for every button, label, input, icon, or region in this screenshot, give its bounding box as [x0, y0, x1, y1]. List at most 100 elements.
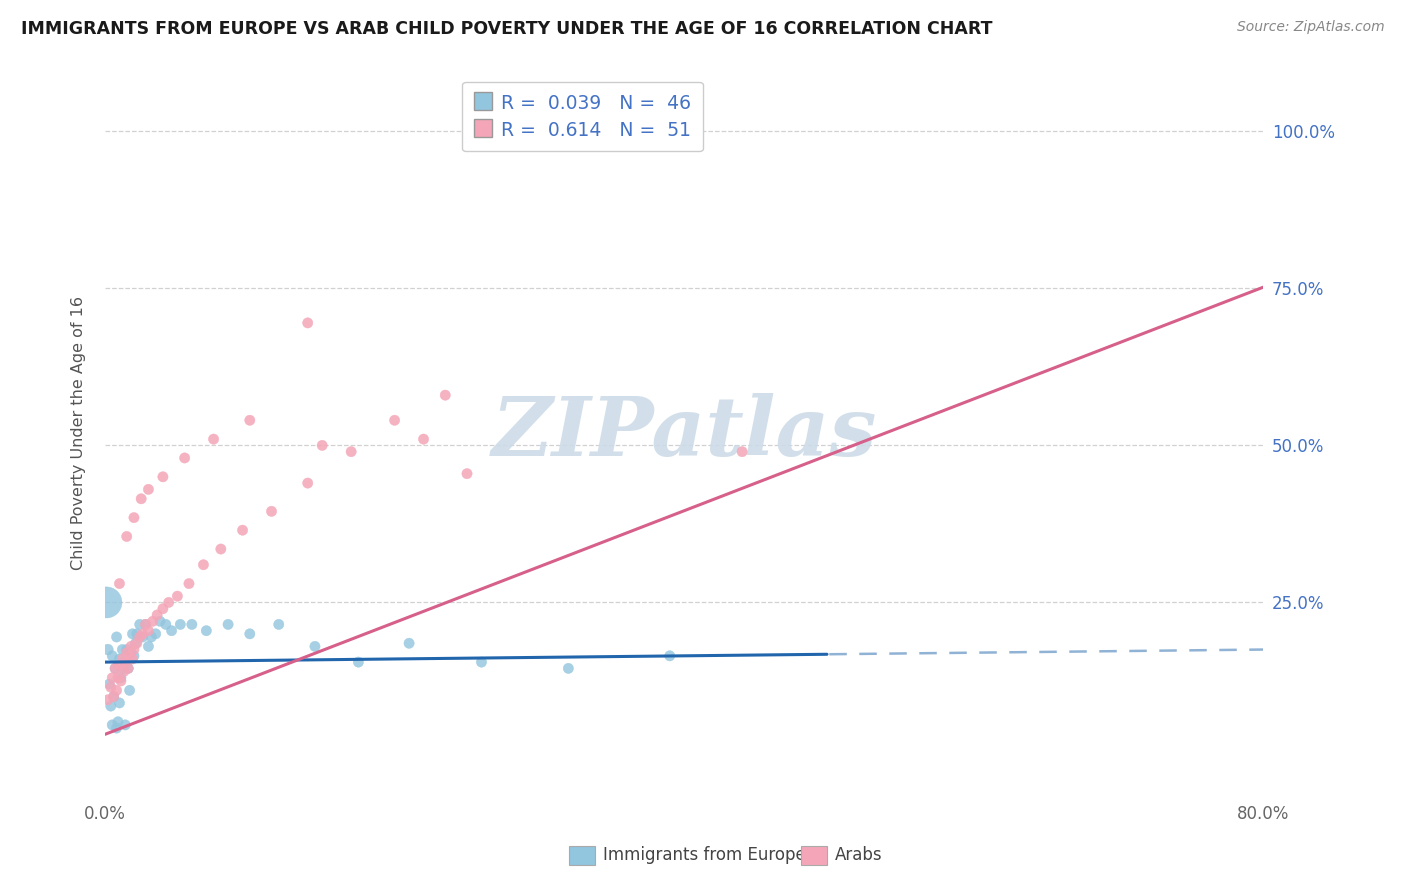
- Point: [101, 671, 124, 685]
- Point: [118, 648, 141, 663]
- Point: [112, 661, 135, 675]
- Text: ZIPatlas: ZIPatlas: [492, 392, 877, 473]
- Point: [107, 671, 129, 685]
- Point: [131, 627, 153, 641]
- Point: [118, 683, 141, 698]
- Point: [658, 648, 681, 663]
- Point: [108, 696, 131, 710]
- Point: [108, 658, 131, 673]
- Text: Arabs: Arabs: [835, 847, 883, 864]
- Point: [97, 693, 120, 707]
- Point: [121, 652, 143, 666]
- Point: [157, 595, 180, 609]
- Point: [122, 642, 145, 657]
- Point: [138, 624, 160, 638]
- Point: [155, 617, 177, 632]
- Point: [260, 504, 283, 518]
- Point: [209, 542, 232, 557]
- Point: [412, 432, 434, 446]
- Legend: R =  0.039   N =  46, R =  0.614   N =  51: R = 0.039 N = 46, R = 0.614 N = 51: [463, 81, 703, 152]
- Point: [114, 655, 136, 669]
- Point: [117, 661, 139, 675]
- Text: Source: ZipAtlas.com: Source: ZipAtlas.com: [1237, 20, 1385, 34]
- Point: [731, 444, 754, 458]
- Point: [193, 558, 215, 572]
- Point: [434, 388, 457, 402]
- Point: [131, 630, 153, 644]
- Point: [117, 661, 139, 675]
- Point: [120, 646, 142, 660]
- Point: [112, 665, 135, 679]
- Point: [97, 642, 120, 657]
- Point: [180, 617, 202, 632]
- Point: [108, 652, 131, 666]
- Point: [232, 523, 254, 537]
- Point: [557, 661, 579, 675]
- Point: [160, 624, 183, 638]
- Point: [152, 470, 174, 484]
- Point: [138, 483, 160, 497]
- Point: [166, 589, 188, 603]
- Point: [104, 661, 127, 675]
- Point: [173, 450, 195, 465]
- Point: [105, 721, 128, 735]
- Point: [146, 607, 169, 622]
- Point: [115, 642, 138, 657]
- Point: [110, 673, 132, 688]
- Point: [125, 627, 148, 641]
- Point: [103, 690, 125, 704]
- Point: [347, 655, 370, 669]
- Point: [114, 718, 136, 732]
- Point: [398, 636, 420, 650]
- Point: [142, 614, 165, 628]
- Point: [297, 316, 319, 330]
- Point: [124, 636, 146, 650]
- Point: [145, 627, 167, 641]
- Point: [128, 617, 150, 632]
- Point: [101, 648, 124, 663]
- Point: [456, 467, 478, 481]
- Point: [115, 646, 138, 660]
- Point: [110, 671, 132, 685]
- Point: [239, 627, 262, 641]
- Point: [96, 595, 118, 609]
- Text: Immigrants from Europe: Immigrants from Europe: [603, 847, 806, 864]
- Point: [107, 714, 129, 729]
- Point: [121, 627, 143, 641]
- Point: [104, 661, 127, 675]
- Point: [267, 617, 290, 632]
- Point: [108, 576, 131, 591]
- Point: [304, 640, 326, 654]
- Point: [115, 529, 138, 543]
- Point: [105, 683, 128, 698]
- Point: [105, 630, 128, 644]
- Point: [470, 655, 492, 669]
- Point: [125, 636, 148, 650]
- Point: [152, 601, 174, 615]
- Point: [122, 648, 145, 663]
- Point: [384, 413, 406, 427]
- Point: [177, 576, 200, 591]
- Point: [128, 630, 150, 644]
- Point: [169, 617, 191, 632]
- Text: IMMIGRANTS FROM EUROPE VS ARAB CHILD POVERTY UNDER THE AGE OF 16 CORRELATION CHA: IMMIGRANTS FROM EUROPE VS ARAB CHILD POV…: [21, 20, 993, 37]
- Point: [217, 617, 239, 632]
- Point: [98, 677, 121, 691]
- Point: [129, 491, 152, 506]
- Point: [135, 617, 157, 632]
- Point: [239, 413, 262, 427]
- Point: [311, 438, 333, 452]
- Point: [195, 624, 218, 638]
- Point: [202, 432, 225, 446]
- Point: [340, 444, 363, 458]
- Point: [297, 476, 319, 491]
- Point: [101, 718, 124, 732]
- Point: [149, 614, 172, 628]
- Point: [111, 652, 134, 666]
- Point: [103, 690, 125, 704]
- Point: [138, 640, 160, 654]
- Point: [122, 510, 145, 524]
- Y-axis label: Child Poverty Under the Age of 16: Child Poverty Under the Age of 16: [72, 296, 86, 570]
- Point: [120, 640, 142, 654]
- Point: [135, 617, 157, 632]
